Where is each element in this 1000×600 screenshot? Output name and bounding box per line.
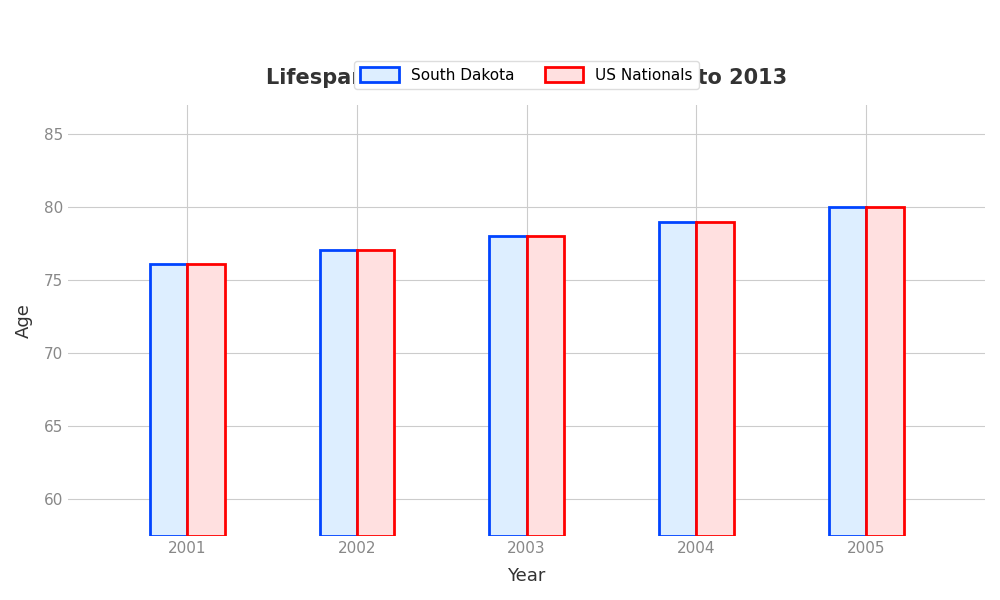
Legend: South Dakota, US Nationals: South Dakota, US Nationals (354, 61, 699, 89)
Bar (187, 264, 225, 536)
Bar (150, 264, 187, 536)
Bar (357, 250, 394, 536)
Bar (696, 222, 734, 536)
Bar (659, 222, 696, 536)
X-axis label: Year: Year (507, 567, 546, 585)
Bar (527, 236, 564, 536)
Bar (829, 207, 866, 536)
Bar (320, 250, 357, 536)
Title: Lifespan in South Dakota from 1984 to 2013: Lifespan in South Dakota from 1984 to 20… (266, 68, 787, 88)
Y-axis label: Age: Age (15, 303, 33, 338)
Bar (866, 207, 904, 536)
Bar (489, 236, 527, 536)
